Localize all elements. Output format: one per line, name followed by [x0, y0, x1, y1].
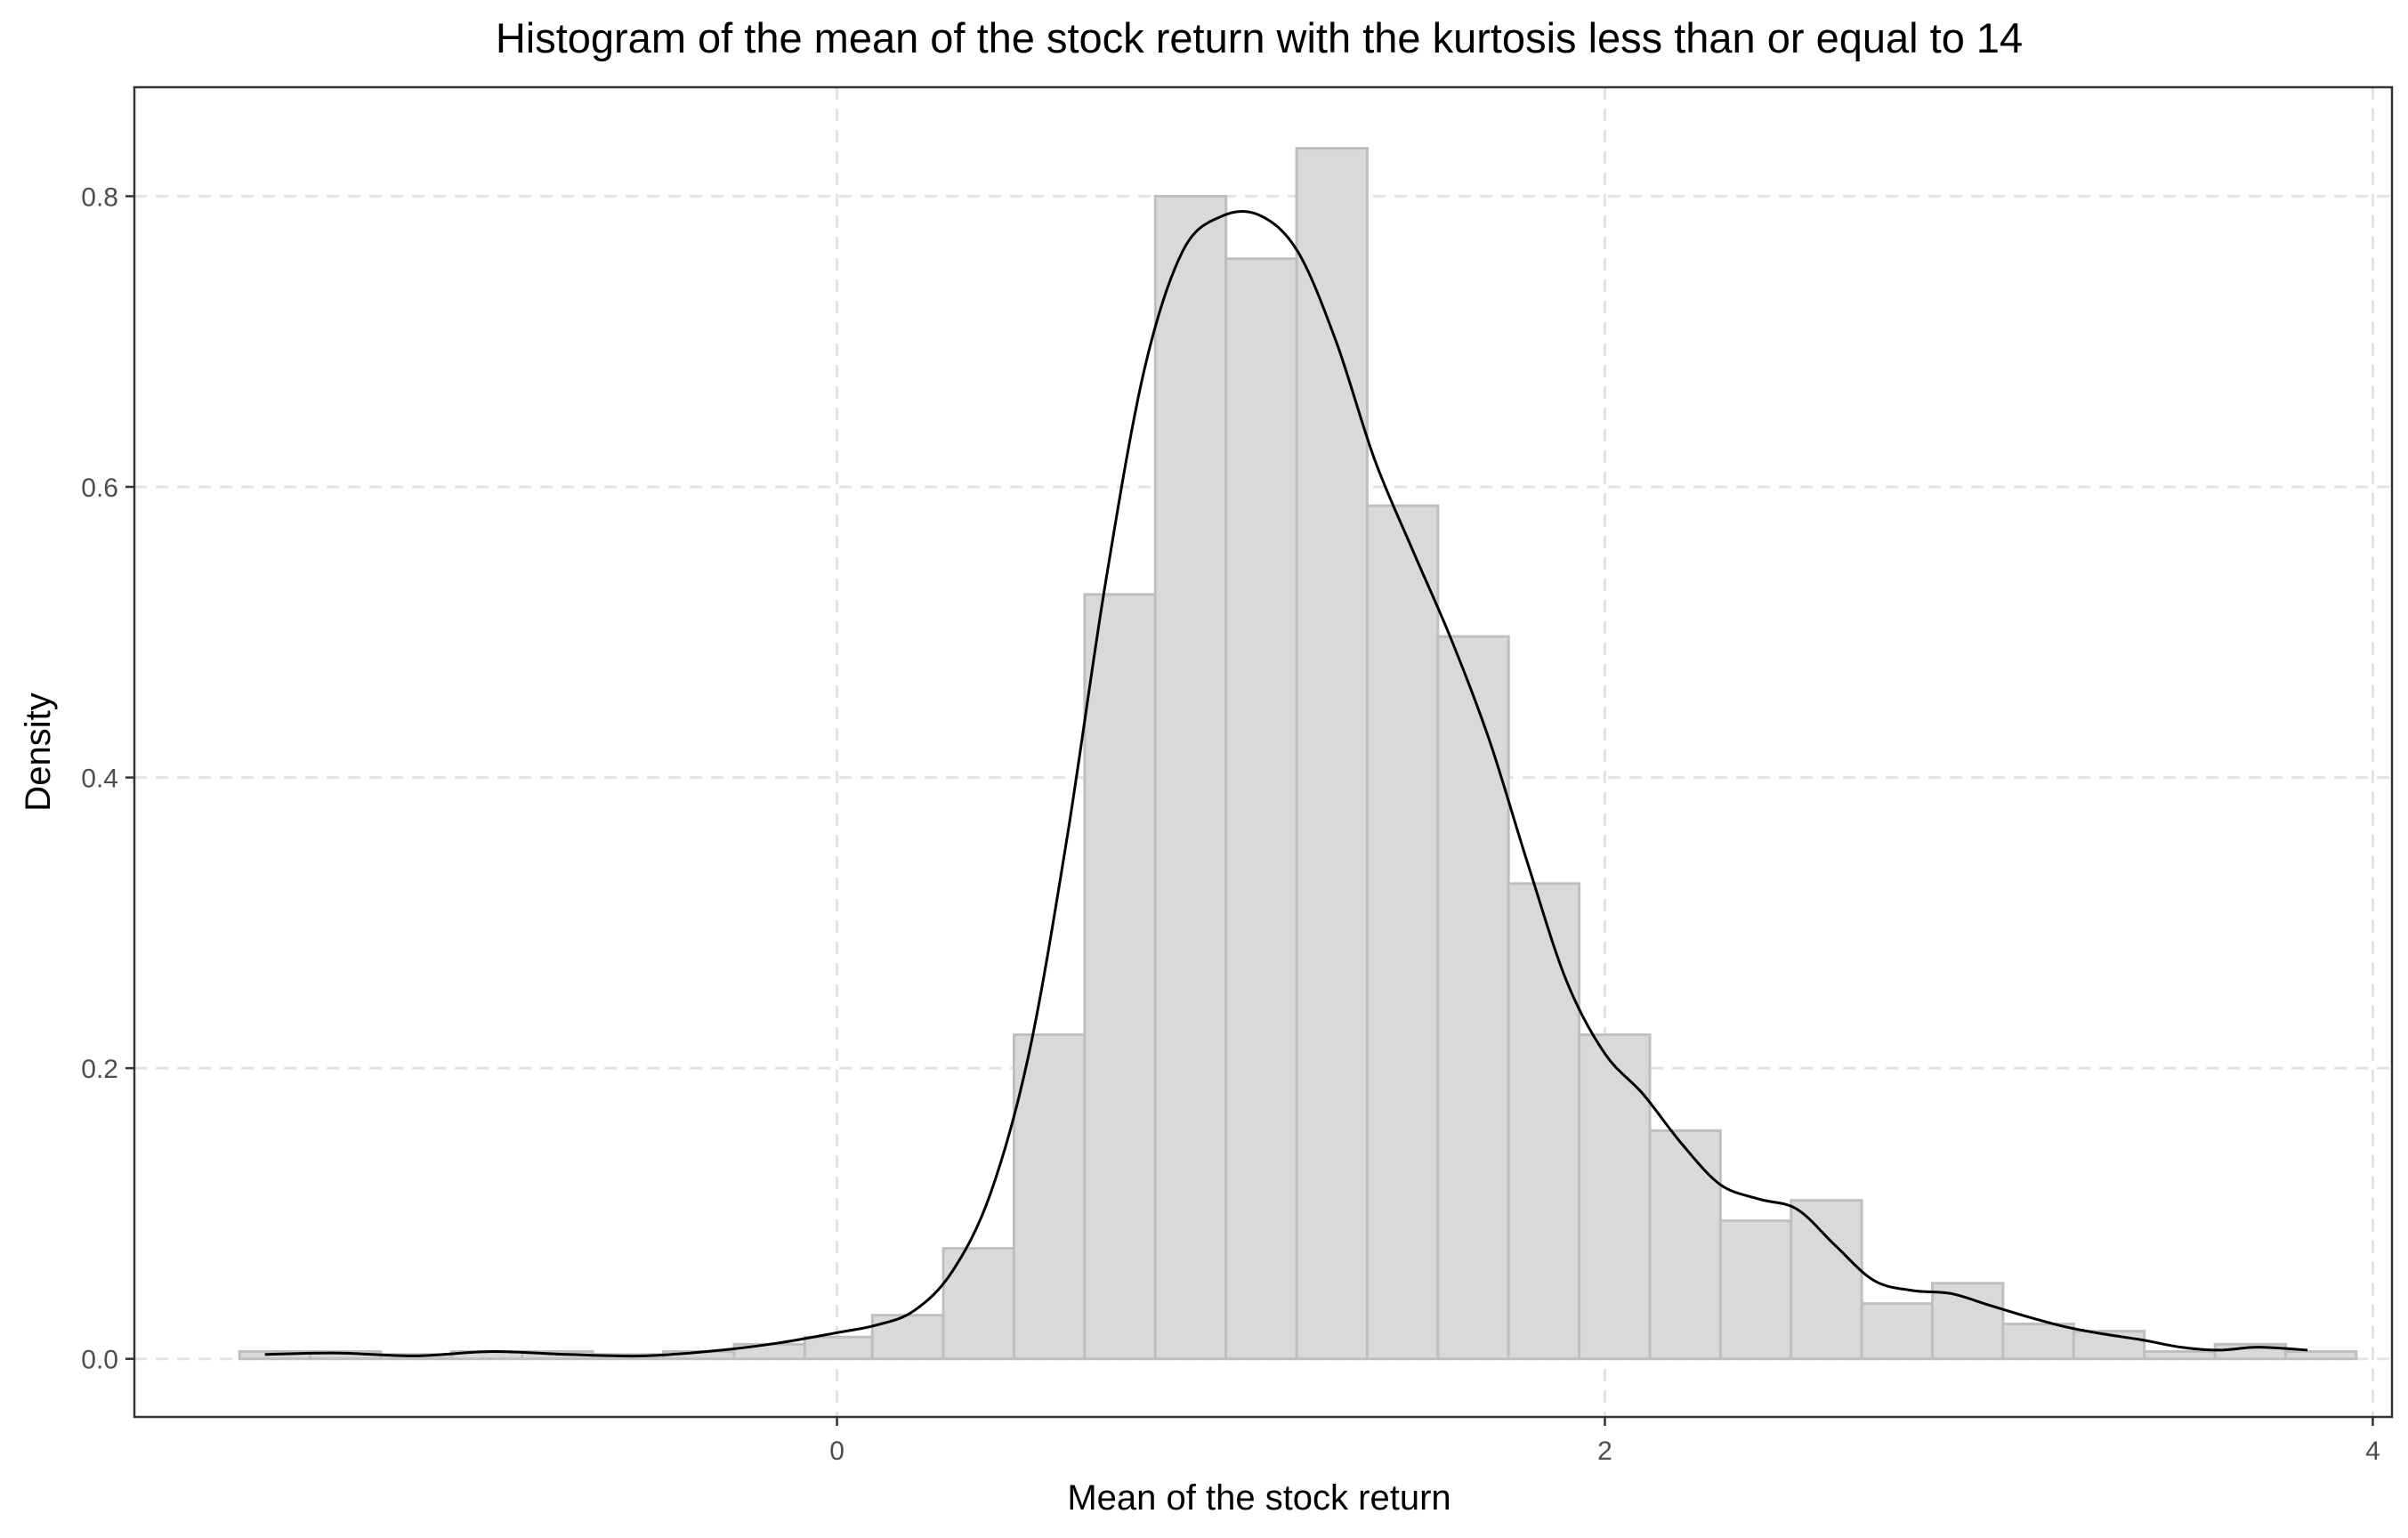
histogram-bar-22: [1790, 1199, 1863, 1361]
histogram-bars: [238, 147, 2358, 1361]
histogram-bar-12: [1083, 593, 1157, 1361]
histogram-bar-18: [1507, 882, 1581, 1361]
x-axis-title: Mean of the stock return: [1067, 1478, 1450, 1518]
histogram-bar-29: [2283, 1350, 2358, 1361]
y-tick-label-2: 0.4: [81, 765, 118, 794]
histogram-bar-17: [1436, 635, 1510, 1361]
histogram-bar-20: [1648, 1129, 1722, 1361]
histogram-bar-21: [1718, 1219, 1793, 1361]
histogram-bar-23: [1860, 1302, 1935, 1361]
histogram-bar-24: [1931, 1282, 2005, 1361]
histogram-bar-13: [1153, 194, 1228, 1361]
density-curve: [264, 210, 2308, 1358]
histogram-bar-14: [1224, 257, 1298, 1361]
plot-panel-border: [133, 85, 2394, 1419]
histogram-bar-19: [1578, 1033, 1652, 1361]
histogram-bar-27: [2143, 1350, 2217, 1361]
y-tick-label-4: 0.8: [81, 182, 118, 212]
histogram-bar-10: [941, 1247, 1015, 1361]
histogram-bar-8: [803, 1335, 874, 1361]
histogram-bar-16: [1365, 504, 1440, 1361]
histogram-bar-9: [870, 1314, 945, 1361]
chart-title: Histogram of the mean of the stock retur…: [496, 14, 2023, 61]
y-axis-title: Density: [19, 692, 58, 811]
histogram-bar-26: [2072, 1330, 2146, 1361]
x-tick-label-0: 0: [829, 1437, 844, 1466]
axis-ticks: 0 2 4 0.0 0.2 0.4 0.6 0.8: [81, 182, 2380, 1466]
x-tick-label-1: 2: [1597, 1437, 1612, 1466]
y-tick-label-3: 0.6: [81, 474, 118, 503]
histogram-bar-11: [1012, 1033, 1087, 1361]
x-tick-label-2: 4: [2365, 1437, 2380, 1466]
y-tick-label-1: 0.2: [81, 1055, 118, 1084]
density-curve-layer: [264, 210, 2308, 1358]
y-tick-label-0: 0.0: [81, 1346, 118, 1375]
histogram-bar-25: [2001, 1323, 2075, 1361]
